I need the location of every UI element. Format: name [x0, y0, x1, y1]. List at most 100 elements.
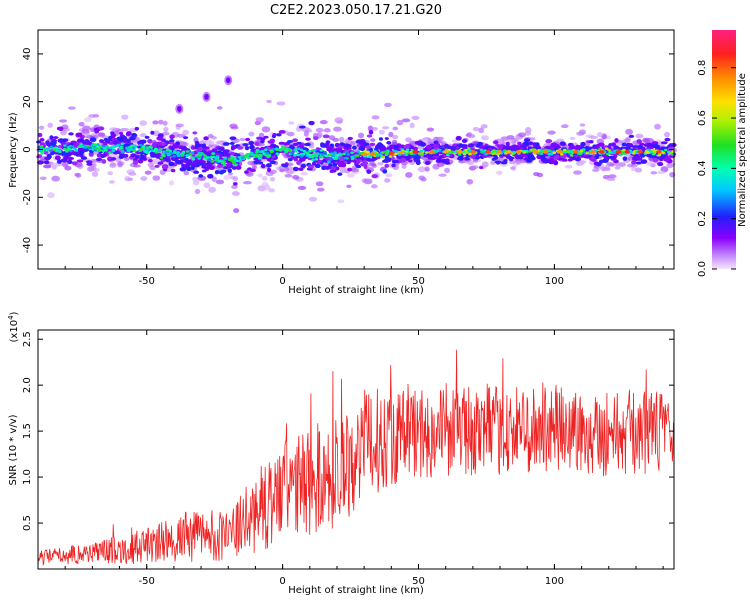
spectrogram-cell — [526, 159, 533, 163]
spectrogram-cell — [506, 138, 514, 143]
spectrogram-cell — [43, 150, 49, 155]
spectrogram-cell — [152, 175, 161, 181]
spectrogram-cell — [287, 148, 292, 152]
snr-y-tick-label: 0.5 — [22, 515, 33, 531]
spectrogram-cell — [110, 133, 117, 138]
spectrogram-cell — [664, 131, 670, 138]
spectrogram-cell — [529, 137, 536, 141]
spectrogram-cell — [316, 132, 323, 138]
spectrogram-cell — [156, 136, 163, 141]
spectrogram-cell — [578, 160, 587, 164]
spectrogram-cell — [361, 161, 369, 166]
spectrogram-cell — [164, 158, 169, 162]
spectrogram-cell — [589, 150, 596, 154]
spectrogram-cell — [512, 151, 517, 154]
spectrogram-cell — [284, 173, 293, 178]
spectrogram-cell — [604, 147, 609, 151]
spectrogram-cell — [375, 154, 380, 157]
spectrogram-cell — [266, 167, 272, 173]
spectrogram-cell — [191, 157, 196, 161]
spectrogram-cell — [248, 131, 255, 137]
spectrogram-cell — [316, 187, 325, 192]
spectrogram-cell — [211, 148, 218, 153]
spectrogram-cell — [140, 176, 148, 181]
spectrogram-cell — [552, 151, 557, 155]
spectrogram-cell — [142, 157, 148, 161]
spectrogram-cell — [272, 132, 277, 136]
spectrogram-cell — [72, 151, 78, 156]
snr-multiplier-exponent: 4 — [7, 315, 15, 320]
spectrogram-x-tick-label: 100 — [545, 276, 564, 287]
spectrogram-cell — [190, 165, 195, 170]
spectrogram-cell — [48, 149, 53, 153]
spectrogram-cell — [612, 151, 617, 155]
spectrogram-outlier — [177, 105, 182, 112]
spectrogram-cell — [207, 173, 214, 179]
spectrogram-cell — [381, 159, 388, 163]
spectrogram-cell — [563, 150, 568, 154]
spectrogram-cell — [544, 145, 551, 150]
spectrogram-cell — [350, 151, 354, 155]
spectrogram-cell — [130, 144, 134, 148]
spectrogram-cell — [147, 138, 153, 144]
spectrogram-cell — [229, 123, 238, 129]
spectrogram-cell — [334, 155, 339, 159]
spectrogram-cell — [165, 148, 170, 152]
spectrogram-cell — [311, 158, 315, 162]
spectrogram-cell — [426, 127, 435, 132]
spectrogram-cell — [479, 166, 484, 170]
spectrogram-cell — [643, 143, 650, 147]
spectrogram-cell — [269, 160, 276, 165]
spectrogram-cell — [192, 131, 198, 135]
spectrogram-cell — [260, 163, 266, 169]
colorbar-tick-label: 0.8 — [697, 60, 708, 76]
spectrogram-cell — [424, 160, 431, 166]
spectrogram-cell — [539, 152, 544, 155]
spectrogram-cell — [261, 176, 268, 181]
spectrogram-cell — [282, 147, 287, 150]
spectrogram-cell — [130, 153, 137, 158]
spectrogram-frame — [37, 29, 675, 270]
spectrogram-cell — [293, 153, 297, 157]
snr-y-tick-label: 2.5 — [22, 331, 33, 347]
spectrogram-cell — [458, 143, 463, 148]
spectrogram-cell — [531, 148, 536, 151]
spectrogram-cell — [635, 161, 642, 165]
spectrogram-cell — [557, 150, 563, 154]
spectrogram-cell — [168, 141, 175, 145]
spectrogram-cell — [50, 151, 55, 156]
spectrogram-cell — [472, 126, 480, 132]
spectrogram-cell — [432, 144, 440, 148]
spectrogram-cell — [60, 129, 67, 136]
spectrogram-cell — [75, 173, 82, 178]
spectrogram-cell — [63, 144, 67, 147]
spectrogram-axes: -50 0 50 100 -40 -20 0 20 40 — [22, 30, 674, 287]
spectrogram-cell — [214, 140, 223, 145]
spectrogram-cell — [650, 171, 658, 175]
spectrogram-cell — [185, 154, 190, 157]
spectrogram-cell — [576, 131, 585, 136]
spectrogram-cell — [525, 126, 532, 133]
spectrogram-cell — [294, 150, 299, 153]
spectrogram-cell — [231, 161, 236, 164]
spectrogram-cell — [161, 131, 170, 136]
figure-title: C2E2.2023.050.17.21.G20 — [270, 3, 442, 18]
spectrogram-cell — [253, 157, 260, 161]
spectrogram-cell — [132, 164, 141, 168]
snr-series-line — [37, 349, 675, 567]
spectrogram-cell — [139, 147, 144, 151]
spectrogram-cell — [131, 132, 137, 138]
spectrogram-cell — [112, 140, 119, 145]
spectrogram-cell — [308, 120, 315, 126]
spectrogram-cell — [131, 147, 136, 150]
spectrogram-cell — [301, 153, 306, 156]
spectrogram-cell — [223, 142, 230, 146]
spectrogram-cell — [261, 181, 269, 188]
spectrogram-cell — [532, 150, 539, 154]
spectrogram-cell — [419, 149, 424, 153]
spectrogram-cell — [404, 153, 409, 157]
spectrogram-cell — [123, 157, 130, 162]
spectrogram-cell — [62, 162, 69, 168]
spectrogram-cell — [255, 150, 259, 154]
spectrogram-cell — [150, 153, 157, 158]
